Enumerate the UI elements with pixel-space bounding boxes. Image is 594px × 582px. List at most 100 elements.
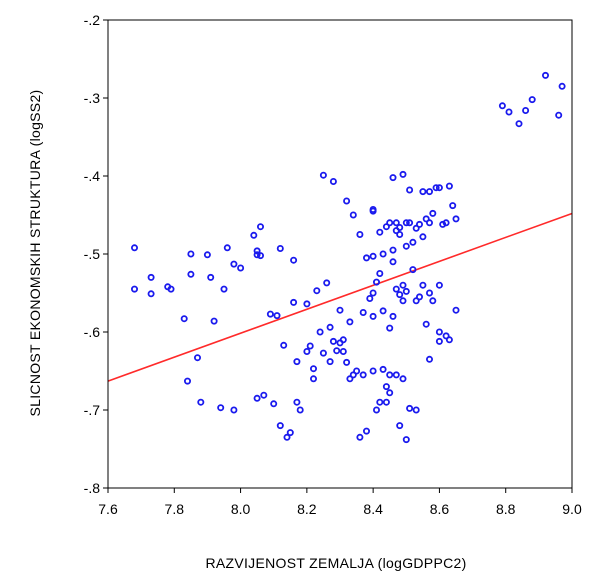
data-point (343, 358, 351, 366)
regression-line (107, 212, 573, 382)
data-point (309, 375, 317, 383)
x-tick-label: 8.2 (297, 501, 317, 517)
data-point (406, 219, 414, 227)
data-point (435, 328, 443, 336)
data-point (217, 404, 225, 412)
data-point (429, 297, 437, 305)
data-point (382, 398, 390, 406)
data-point (303, 300, 311, 308)
data-point (425, 289, 433, 297)
data-point (369, 367, 377, 375)
data-point (362, 254, 370, 262)
data-point (356, 433, 364, 441)
data-point (376, 269, 384, 277)
data-point (402, 219, 410, 227)
data-point (349, 371, 357, 379)
data-point (339, 347, 347, 355)
data-point (402, 287, 410, 295)
data-point (237, 264, 245, 272)
data-point (296, 406, 304, 414)
data-point (183, 377, 191, 385)
data-point (280, 341, 288, 349)
data-point (376, 398, 384, 406)
data-point (396, 223, 404, 231)
data-point (293, 398, 301, 406)
data-point (522, 107, 530, 115)
data-point (346, 375, 354, 383)
x-tick-label: 8.6 (430, 501, 450, 517)
data-point (273, 312, 281, 320)
data-point (415, 220, 423, 228)
data-point (389, 246, 397, 254)
data-point (442, 219, 450, 227)
data-point (442, 332, 450, 340)
data-point (316, 328, 324, 336)
data-point (386, 219, 394, 227)
data-point (319, 349, 327, 357)
data-point (369, 207, 377, 215)
data-point (379, 250, 387, 258)
data-point (313, 287, 321, 295)
data-point (425, 355, 433, 363)
x-tick-label: 8.4 (363, 501, 383, 517)
data-point (435, 337, 443, 345)
data-point (293, 358, 301, 366)
data-point (130, 285, 138, 293)
data-point (266, 310, 274, 318)
data-point (542, 71, 550, 79)
data-point (399, 297, 407, 305)
data-point (422, 320, 430, 328)
y-axis-ticks: -.2 -.3 -.4 -.5 -.6 -.7 -.8 (84, 12, 108, 496)
x-tick-label: 8.8 (496, 501, 516, 517)
x-tick-label: 9.0 (562, 501, 582, 517)
data-point (498, 102, 506, 110)
data-point (210, 317, 218, 325)
data-point (207, 273, 215, 281)
data-point (319, 171, 327, 179)
data-point (419, 281, 427, 289)
data-point (452, 306, 460, 314)
data-point (429, 209, 437, 217)
data-point (399, 281, 407, 289)
data-point (333, 347, 341, 355)
data-points (130, 71, 566, 444)
data-point (130, 244, 138, 252)
x-axis-title: RAZVIJENOST ZEMALJA (logGDPPC2) (205, 555, 466, 571)
data-point (412, 406, 420, 414)
data-point (422, 215, 430, 223)
y-tick-label: -.4 (84, 168, 101, 184)
data-point (515, 120, 523, 128)
data-point (379, 307, 387, 315)
y-axis-title: SLICNOST EKONOMSKIH STRUKTURA (logSS2) (27, 90, 43, 417)
data-point (382, 223, 390, 231)
data-point (409, 238, 417, 246)
y-tick-label: -.6 (84, 324, 101, 340)
data-point (396, 291, 404, 299)
data-point (425, 188, 433, 196)
data-point (250, 231, 258, 239)
data-point (406, 186, 414, 194)
data-point (415, 293, 423, 301)
data-point (253, 251, 261, 259)
x-tick-label: 7.6 (98, 501, 118, 517)
data-point (187, 250, 195, 258)
data-point (419, 188, 427, 196)
data-point (389, 312, 397, 320)
data-point (419, 233, 427, 241)
data-point (412, 297, 420, 305)
data-point (372, 278, 380, 286)
data-point (402, 242, 410, 250)
data-point (270, 400, 278, 408)
data-point (445, 182, 453, 190)
data-point (290, 256, 298, 264)
data-point (349, 211, 357, 219)
data-point (276, 244, 284, 252)
data-point (555, 111, 563, 119)
data-point (435, 184, 443, 192)
data-point (260, 391, 268, 399)
data-point (180, 315, 188, 323)
data-point (505, 108, 513, 116)
data-point (396, 230, 404, 238)
y-tick-label: -.7 (84, 402, 101, 418)
